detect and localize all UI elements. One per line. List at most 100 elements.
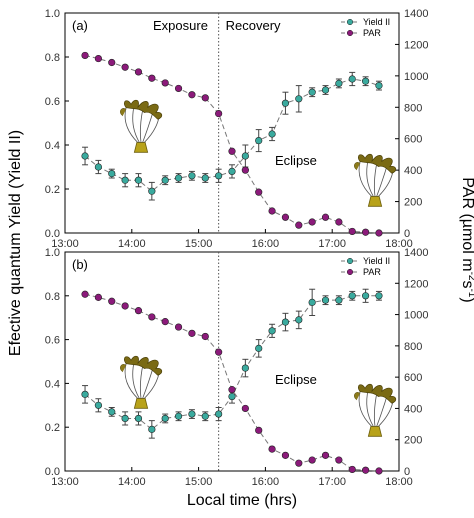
yield-point xyxy=(161,176,169,184)
phase-label-recovery: Recovery xyxy=(226,18,281,33)
yield-point xyxy=(188,410,196,418)
yield-point xyxy=(268,327,276,335)
y-axis-left-title: Efective quantum Yield (Yield II) xyxy=(7,130,24,356)
y-right-tick-label: 600 xyxy=(404,372,422,384)
par-point xyxy=(134,68,143,76)
yield-point xyxy=(228,167,236,175)
x-tick-label: 15:00 xyxy=(185,238,213,250)
x-tick-label: 15:00 xyxy=(185,476,213,488)
yield-point xyxy=(321,86,330,94)
yield-point xyxy=(94,163,102,171)
y-right-tick-label: 400 xyxy=(404,165,422,177)
plot-frame xyxy=(64,251,400,472)
par-point xyxy=(362,466,370,474)
phase-label-exposure: Exposure xyxy=(153,18,208,33)
yield-point xyxy=(308,298,316,306)
par-point xyxy=(121,302,129,310)
par-point xyxy=(335,218,343,226)
par-point xyxy=(295,459,303,467)
par-point xyxy=(94,54,102,63)
yield-point xyxy=(255,137,263,145)
x-tick-label: 14:00 xyxy=(118,476,146,488)
legend-marker xyxy=(346,257,354,265)
y-axis-right-title: PAR (µmol m-2s-1) xyxy=(459,177,474,302)
x-tick-label: 18:00 xyxy=(385,238,413,250)
par-point xyxy=(174,323,183,331)
yield-point xyxy=(174,174,183,182)
par-point xyxy=(281,213,290,221)
par-point xyxy=(375,467,383,475)
coral-icon xyxy=(353,383,397,437)
par-point xyxy=(188,329,196,337)
yield-point xyxy=(121,176,129,184)
par-point xyxy=(81,51,89,60)
par-point xyxy=(188,91,196,99)
par-point xyxy=(215,348,223,356)
y-right-tick-label: 1400 xyxy=(404,247,428,259)
y-left-tick-label: 1.0 xyxy=(45,8,60,20)
legend-label: PAR xyxy=(363,267,381,277)
coral-icon xyxy=(119,99,163,153)
par-point xyxy=(148,74,156,82)
par-point xyxy=(201,332,209,341)
yield-point xyxy=(241,152,249,160)
y-right-tick-label: 0 xyxy=(404,228,410,240)
par-point xyxy=(228,147,236,155)
y-left-tick-label: 0.4 xyxy=(45,378,60,390)
y-right-tick-label: 1200 xyxy=(404,278,428,290)
yield-point xyxy=(134,414,143,423)
x-tick-label: 13:00 xyxy=(51,238,79,250)
yield-point xyxy=(321,296,330,304)
x-tick-label: 16:00 xyxy=(252,238,280,250)
yield-point xyxy=(375,81,383,90)
plot-frame xyxy=(64,12,400,234)
par-point xyxy=(148,313,156,321)
y-right-tick-label: 200 xyxy=(404,435,422,447)
par-point xyxy=(295,221,303,229)
y-right-tick-label: 800 xyxy=(404,102,422,114)
par-point xyxy=(268,445,276,453)
yield-point xyxy=(335,79,343,87)
y-left-tick-label: 0.8 xyxy=(45,291,60,303)
eclipse-annotation: Eclipse xyxy=(275,372,317,387)
yield-point xyxy=(108,408,116,416)
yield-point xyxy=(201,412,209,420)
par-point xyxy=(174,84,183,93)
yield-point xyxy=(281,99,290,107)
y-left-tick-label: 0.4 xyxy=(45,140,60,152)
par-point xyxy=(308,218,316,226)
y-right-tick-label: 1200 xyxy=(404,39,428,51)
y-left-tick-label: 0.2 xyxy=(45,422,60,434)
yield-point xyxy=(348,292,356,300)
y-right-tick-label: 600 xyxy=(404,134,422,146)
yield-point xyxy=(81,152,89,160)
y-left-tick-label: 0.6 xyxy=(45,335,60,347)
x-tick-label: 17:00 xyxy=(318,476,346,488)
x-tick-label: 17:00 xyxy=(318,238,346,250)
coral-icon xyxy=(353,153,397,207)
par-point xyxy=(241,166,249,174)
yield-point xyxy=(108,170,116,178)
yield-point xyxy=(121,414,129,423)
panel-label: (b) xyxy=(72,257,88,272)
y-left-tick-label: 0.0 xyxy=(45,228,60,240)
par-point xyxy=(255,188,263,196)
yield-point xyxy=(228,392,236,401)
y-right-tick-label: 800 xyxy=(404,341,422,353)
legend-marker xyxy=(346,18,354,26)
par-point xyxy=(161,79,169,87)
par-point xyxy=(348,227,356,236)
y-right-tick-label: 200 xyxy=(404,197,422,209)
par-point xyxy=(108,297,116,305)
par-point xyxy=(321,451,330,459)
y-right-tick-label: 1000 xyxy=(404,71,428,83)
par-point xyxy=(321,213,330,221)
yield-point xyxy=(375,292,383,300)
x-tick-label: 14:00 xyxy=(118,238,146,250)
panel-a: 13:00 14:00 15:00 16:00 17:00 18:00 0.0 0.2 0.4 0… xyxy=(45,8,429,250)
par-series-line xyxy=(84,293,379,472)
yield-point xyxy=(81,390,89,398)
yield-point xyxy=(134,176,143,184)
y-right-tick-label: 1000 xyxy=(404,310,428,322)
